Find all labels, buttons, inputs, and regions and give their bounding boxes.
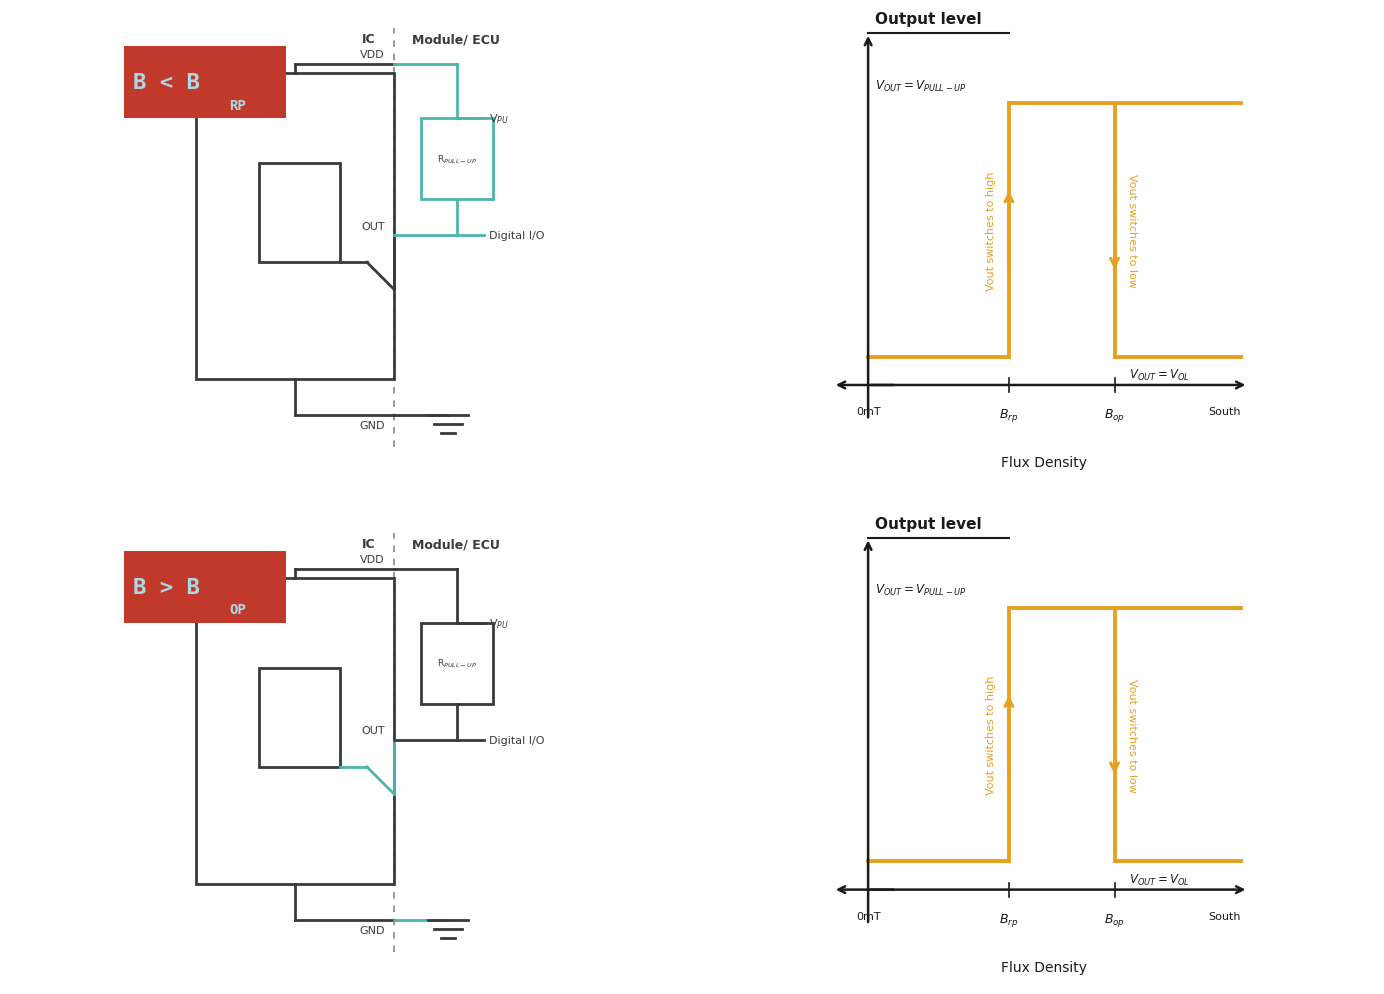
Text: Digital I/O: Digital I/O (489, 231, 544, 241)
Text: GND: GND (360, 924, 385, 934)
Text: $V_{OUT} = V_{PULL-UP}$: $V_{OUT} = V_{PULL-UP}$ (875, 582, 967, 597)
FancyBboxPatch shape (123, 47, 286, 119)
Text: South: South (1208, 911, 1241, 920)
Text: GND: GND (360, 420, 385, 430)
Text: Module/ ECU: Module/ ECU (412, 34, 500, 47)
Text: $V_{OUT} = V_{OL}$: $V_{OUT} = V_{OL}$ (1128, 872, 1190, 888)
Text: Vout switches to low: Vout switches to low (1127, 174, 1138, 287)
Text: IC: IC (363, 538, 376, 551)
Text: IC: IC (363, 34, 376, 47)
Text: OP: OP (230, 602, 246, 616)
Text: $B_{op}$: $B_{op}$ (1104, 911, 1125, 927)
Text: Digital I/O: Digital I/O (489, 736, 544, 746)
Text: $B_{op}$: $B_{op}$ (1104, 407, 1125, 423)
Text: Flux Density: Flux Density (1001, 456, 1086, 470)
Text: Output level: Output level (875, 12, 981, 27)
FancyBboxPatch shape (123, 551, 286, 623)
Text: $B_{rp}$: $B_{rp}$ (999, 911, 1019, 927)
Text: OUT: OUT (361, 726, 385, 736)
Text: V$_{PU}$: V$_{PU}$ (489, 112, 508, 126)
Text: RP: RP (230, 98, 246, 112)
Text: Vout switches to high: Vout switches to high (987, 675, 996, 794)
Polygon shape (421, 623, 493, 704)
Text: R$_{PULL-UP}$: R$_{PULL-UP}$ (437, 657, 477, 670)
Text: $B_{rp}$: $B_{rp}$ (999, 407, 1019, 423)
Text: 0mT: 0mT (855, 911, 880, 920)
Text: V$_{PU}$: V$_{PU}$ (489, 616, 508, 630)
Text: Flux Density: Flux Density (1001, 960, 1086, 974)
Polygon shape (421, 119, 493, 200)
Text: VDD: VDD (360, 555, 385, 565)
Text: Vout switches to high: Vout switches to high (987, 171, 996, 290)
Text: $V_{OUT} = V_{OL}$: $V_{OUT} = V_{OL}$ (1128, 368, 1190, 383)
Text: OUT: OUT (361, 222, 385, 232)
Text: Module/ ECU: Module/ ECU (412, 538, 500, 551)
Text: B > B: B > B (133, 578, 199, 597)
Text: Vout switches to low: Vout switches to low (1127, 678, 1138, 792)
Text: VDD: VDD (360, 51, 385, 61)
Text: $V_{OUT} = V_{PULL-UP}$: $V_{OUT} = V_{PULL-UP}$ (875, 79, 967, 93)
Text: B < B: B < B (133, 73, 199, 92)
Text: South: South (1208, 407, 1241, 416)
Text: 0mT: 0mT (855, 407, 880, 416)
Text: R$_{PULL-UP}$: R$_{PULL-UP}$ (437, 153, 477, 166)
Text: Output level: Output level (875, 516, 981, 531)
